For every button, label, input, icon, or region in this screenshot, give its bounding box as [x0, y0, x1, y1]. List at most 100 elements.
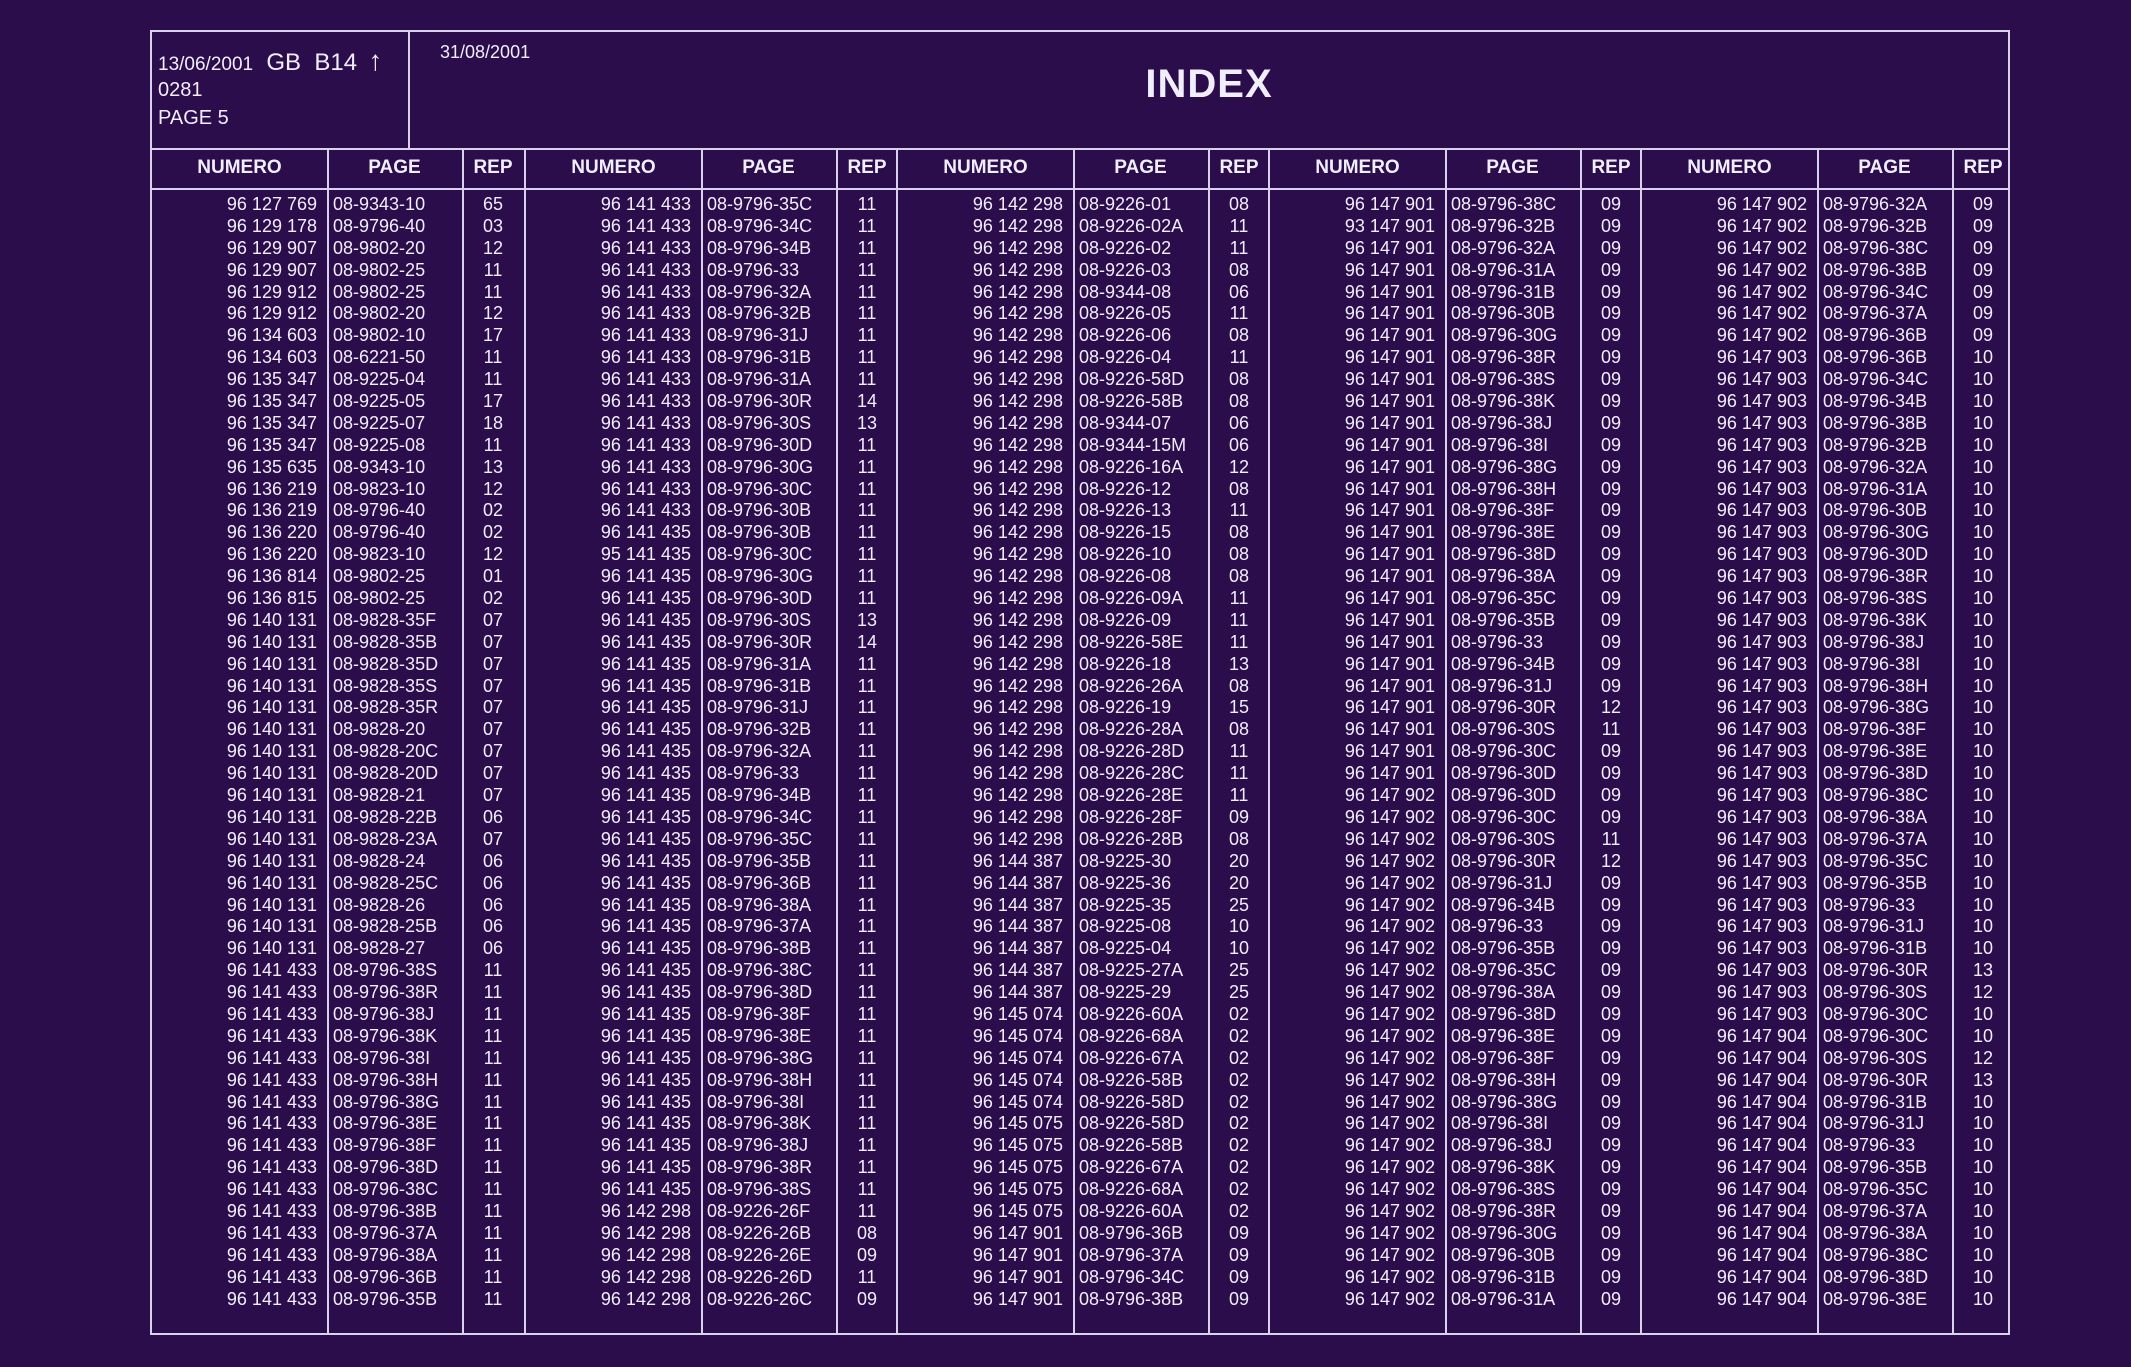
cell-rep: 65 [482, 194, 504, 214]
cell-numero: 96 147 904 [1716, 1069, 1807, 1090]
cell-rep: 11 [483, 1244, 503, 1265]
cell-rep: 09 [1600, 1113, 1622, 1134]
table-row: 96 147 901 08-9796-38J 09 [1270, 413, 1640, 435]
table-row: 96 142 298 08-9226-28D 11 [898, 741, 1268, 763]
cell-rep: 02 [482, 500, 504, 521]
cell-page: 08-9796-38H [1451, 1069, 1557, 1090]
cell-rep: 11 [483, 1179, 503, 1200]
table-row: 96 147 901 08-9796-30R 12 [1270, 697, 1640, 719]
table-row: 96 147 901 08-9796-31J 09 [1270, 676, 1640, 698]
cell-rep: 09 [1600, 741, 1622, 762]
table-row: 96 141 433 08-9796-30R 14 [526, 391, 896, 413]
cell-page: 08-9796-38R [1451, 1200, 1557, 1221]
cell-numero: 96 141 433 [226, 1179, 317, 1200]
cell-numero: 96 145 075 [972, 1179, 1063, 1200]
cell-numero: 96 147 901 [1344, 281, 1435, 302]
cell-numero: 96 141 435 [600, 1003, 691, 1024]
cell-rep: 11 [483, 281, 503, 302]
cell-numero: 96 145 075 [972, 1157, 1063, 1178]
cell-rep: 09 [1600, 303, 1622, 324]
cell-numero: 96 142 298 [972, 653, 1063, 674]
cell-page: 08-9796-33 [707, 259, 800, 280]
cell-page: 08-9796-31B [1823, 1091, 1928, 1112]
cell-rep: 11 [857, 653, 877, 674]
cell-numero: 96 141 435 [600, 653, 691, 674]
col-header-rep: REP [1963, 157, 2003, 178]
cell-rep: 06 [482, 916, 504, 937]
cell-page: 08-9225-36 [1079, 872, 1172, 893]
cell-rep: 10 [1972, 850, 1994, 871]
cell-rep: 13 [1972, 960, 1994, 981]
table-row: 96 141 435 08-9796-38B 11 [526, 938, 896, 960]
cell-numero: 96 147 901 [1344, 522, 1435, 543]
cell-page: 08-9796-38C [707, 960, 813, 981]
cell-numero: 96 142 298 [972, 588, 1063, 609]
cell-page: 08-9343-10 [333, 194, 426, 214]
cell-numero: 96 142 298 [972, 215, 1063, 236]
cell-numero: 96 147 903 [1716, 894, 1807, 915]
col-header-rep: REP [473, 157, 513, 178]
cell-page: 08-9796-35B [1823, 872, 1928, 893]
cell-rep: 11 [857, 434, 877, 455]
table-row: 96 147 901 08-9796-30S 11 [1270, 719, 1640, 741]
table-row: 96 141 435 08-9796-38S 11 [526, 1179, 896, 1201]
cell-rep: 09 [1600, 631, 1622, 652]
column-divider [701, 148, 703, 1333]
cell-rep: 11 [857, 785, 877, 806]
cell-page: 08-9823-10 [333, 544, 426, 565]
cell-page: 08-9828-20 [333, 719, 426, 740]
table-row: 96 129 912 08-9802-20 12 [152, 303, 524, 325]
cell-rep: 06 [482, 872, 504, 893]
cell-page: 08-9796-34B [1451, 653, 1556, 674]
cell-rep: 11 [483, 1200, 503, 1221]
cell-page: 08-9796-38S [707, 1179, 812, 1200]
cell-page: 08-9796-34C [1823, 369, 1929, 390]
table-row: 96 147 902 08-9796-33 09 [1270, 916, 1640, 938]
cell-rep: 09 [1228, 806, 1250, 827]
cell-numero: 96 141 433 [226, 1003, 317, 1024]
cell-numero: 96 147 903 [1716, 938, 1807, 959]
cell-rep: 11 [857, 522, 877, 543]
cell-page: 08-9796-38D [333, 1157, 439, 1178]
page-title: INDEX [1145, 62, 1273, 106]
cell-numero: 96 141 435 [600, 806, 691, 827]
cell-page: 08-9796-30G [1451, 1222, 1558, 1243]
cell-page: 08-9796-32A [707, 281, 812, 302]
table-row: 96 147 902 08-9796-38F 09 [1270, 1048, 1640, 1070]
col-header-page: PAGE [1858, 157, 1911, 178]
table-row: 96 140 131 08-9828-25B 06 [152, 916, 524, 938]
table-row: 96 145 075 08-9226-58D 02 [898, 1113, 1268, 1135]
table-row: 96 141 433 08-9796-36B 11 [152, 1267, 524, 1289]
cell-rep: 10 [1972, 369, 1994, 390]
cell-rep: 07 [482, 785, 504, 806]
cell-rep: 10 [1972, 347, 1994, 368]
cell-page: 08-6221-50 [333, 347, 426, 368]
cell-page: 08-9796-31J [707, 697, 809, 718]
cell-page: 08-9226-68A [1079, 1025, 1184, 1046]
cell-page: 08-9796-38G [1451, 1091, 1558, 1112]
cell-numero: 96 140 131 [226, 763, 317, 784]
cell-rep: 02 [1228, 1200, 1250, 1221]
cell-page: 08-9796-38H [707, 1069, 813, 1090]
table-row: 96 135 347 08-9225-05 17 [152, 391, 524, 413]
cell-page: 08-9828-35S [333, 675, 438, 696]
cell-numero: 96 141 435 [600, 741, 691, 762]
cell-numero: 96 147 901 [1344, 303, 1435, 324]
cell-page: 08-9796-30B [707, 500, 812, 521]
table-row: 96 142 298 08-9226-26C 09 [526, 1289, 896, 1311]
table-row: 96 147 902 08-9796-38C 09 [1642, 238, 2008, 260]
cell-page: 08-9226-67A [1079, 1047, 1184, 1068]
table-row: 93 147 901 08-9796-32B 09 [1270, 216, 1640, 238]
table-row: 96 141 435 08-9796-38C 11 [526, 960, 896, 982]
cell-numero: 96 147 903 [1716, 434, 1807, 455]
table-row: 96 142 298 08-9226-28A 08 [898, 719, 1268, 741]
cell-rep: 06 [482, 806, 504, 827]
table-row: 96 142 298 08-9226-02 11 [898, 238, 1268, 260]
table-row: 96 141 435 08-9796-30S 13 [526, 610, 896, 632]
cell-numero: 96 144 387 [972, 960, 1063, 981]
table-row: 96 141 433 08-9796-30C 11 [526, 479, 896, 501]
cell-page: 08-9796-31B [707, 675, 812, 696]
cell-rep: 09 [1600, 391, 1622, 412]
cell-numero: 96 141 435 [600, 785, 691, 806]
cell-rep: 09 [856, 1288, 878, 1309]
